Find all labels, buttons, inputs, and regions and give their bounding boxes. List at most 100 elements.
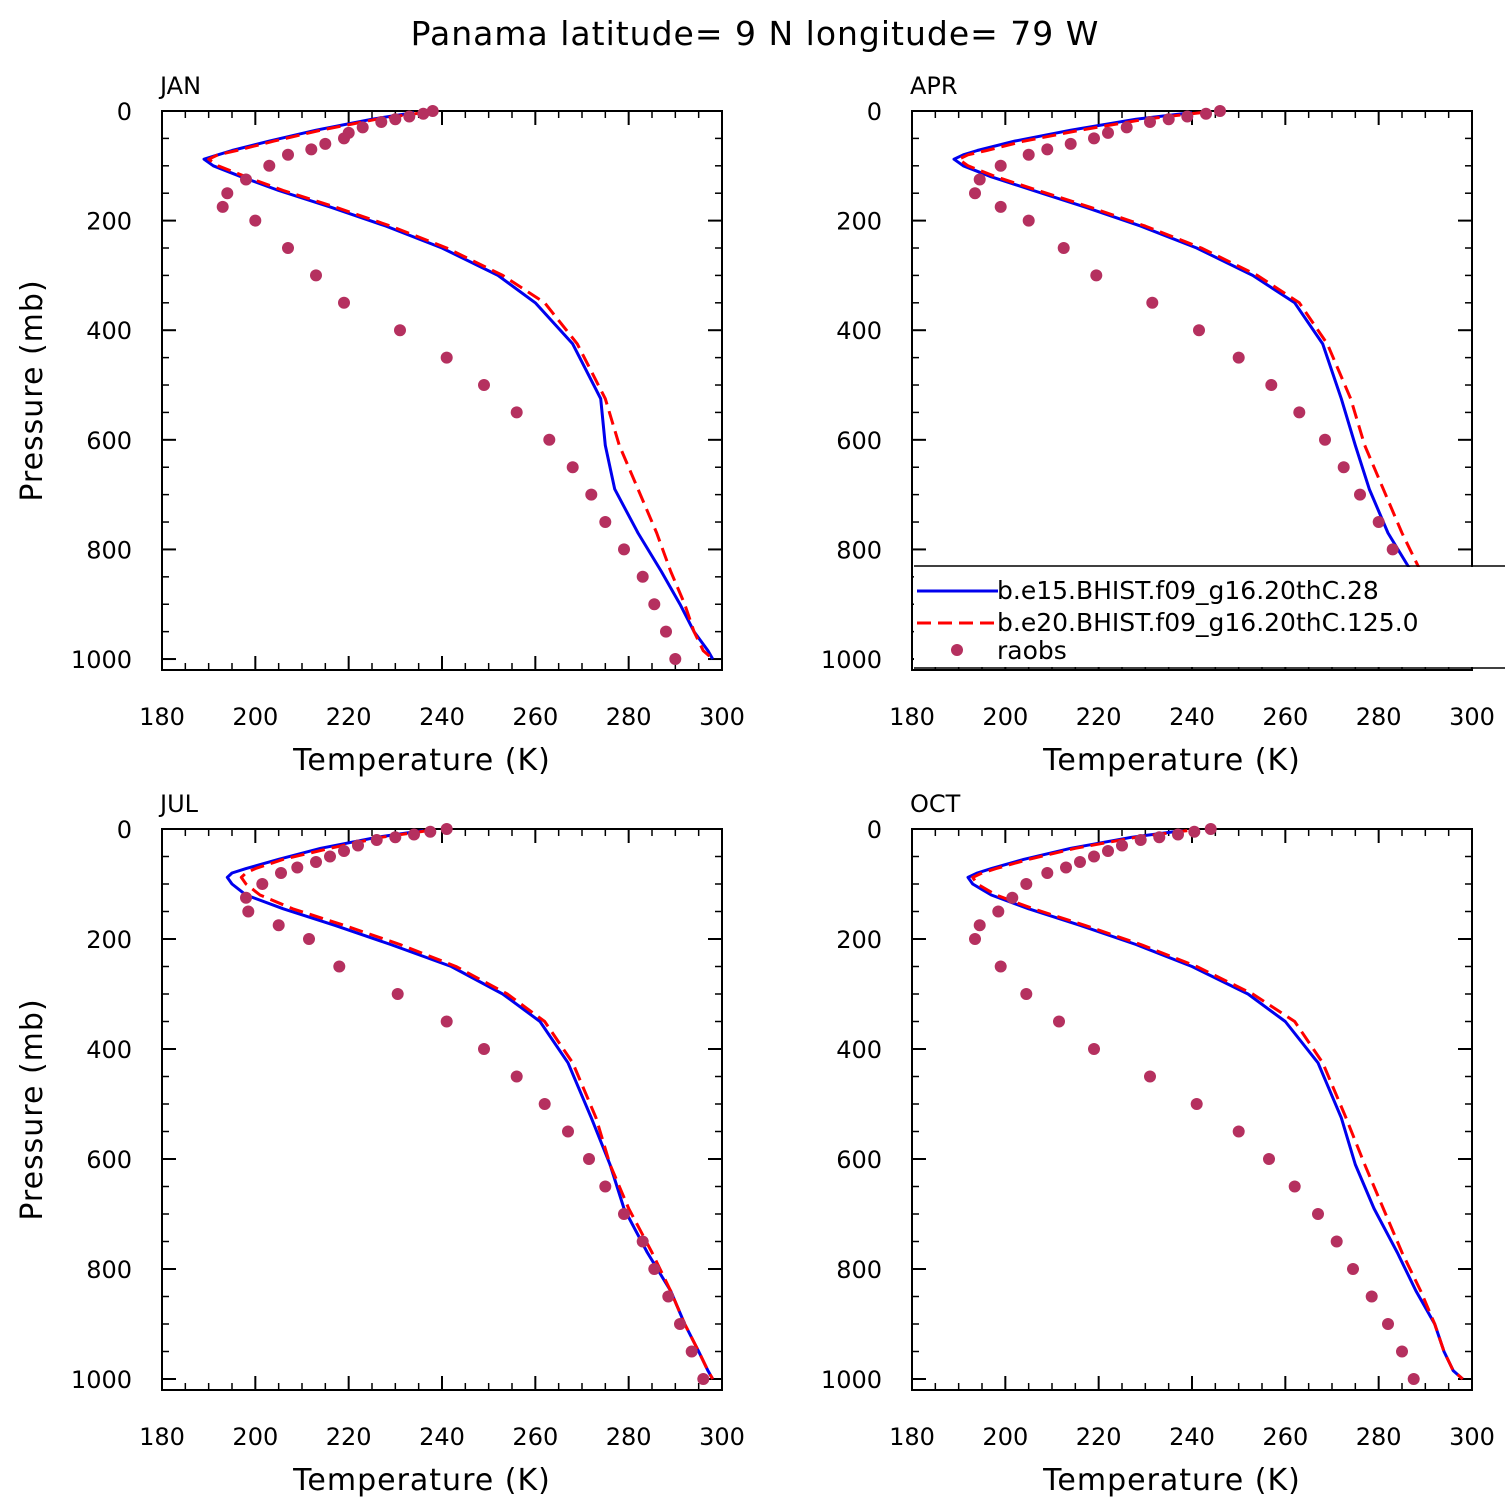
raobs-point [282, 148, 294, 161]
raobs-point [994, 200, 1007, 213]
x-tick-label: 260 [512, 703, 558, 731]
raobs-point [1116, 839, 1128, 852]
x-tick-label: 280 [606, 703, 652, 731]
y-tick-label: 400 [86, 317, 132, 345]
x-tick-label: 280 [606, 1423, 652, 1451]
raobs-point [994, 159, 1007, 172]
raobs-point [1041, 867, 1054, 879]
y-tick-label: 0 [117, 98, 132, 126]
raobs-point [1006, 891, 1019, 904]
raobs-point [221, 187, 234, 200]
series-line-b-e15 [202, 111, 715, 660]
panel-label: APR [910, 72, 958, 100]
raobs-point [1064, 137, 1077, 150]
x-tick-label: 240 [1169, 1423, 1215, 1451]
raobs-point [1146, 296, 1159, 309]
raobs-point [1088, 850, 1100, 863]
y-tick-label: 200 [836, 926, 882, 954]
y-tick-label: 800 [836, 536, 882, 564]
raobs-point [394, 324, 406, 337]
raobs-point [1214, 105, 1226, 117]
raobs-point [375, 116, 388, 128]
x-tick-label: 200 [982, 703, 1028, 731]
raobs-point [1020, 878, 1033, 890]
x-tick-label: 260 [1262, 703, 1308, 731]
y-tick-label: 200 [836, 208, 882, 236]
raobs-point [1354, 488, 1366, 501]
raobs-point [338, 296, 350, 309]
raobs-point [1396, 1345, 1408, 1358]
raobs-point [310, 856, 322, 868]
series-line-b-e20 [239, 829, 715, 1380]
raobs-point [973, 173, 986, 186]
x-tick-label: 180 [139, 703, 185, 731]
y-tick-label: 600 [836, 1146, 882, 1174]
legend-swatch-marker [951, 644, 963, 656]
raobs-point [1232, 1125, 1245, 1138]
raobs-point [1172, 828, 1184, 841]
raobs-point [685, 1345, 698, 1358]
raobs-point [1347, 1263, 1359, 1275]
raobs-point [583, 1153, 595, 1165]
raobs-point [973, 919, 986, 932]
raobs-point [674, 1318, 686, 1330]
x-tick-label: 300 [1449, 1423, 1495, 1451]
raobs-point [669, 653, 682, 665]
raobs-point [275, 867, 287, 879]
y-tick-label: 800 [86, 536, 132, 564]
raobs-point [291, 861, 304, 874]
legend: b.e15.BHIST.f09_g16.20thC.28 b.e20.BHIST.… [914, 565, 1505, 669]
raobs-point [1193, 324, 1205, 337]
raobs-point [1365, 1290, 1378, 1303]
raobs-point [1407, 1373, 1420, 1385]
panel-oct: OCT 180 200 220 240 260 280 300 0 200 400 600 800 100… [821, 790, 1495, 1498]
raobs-point [240, 891, 252, 904]
plot-area [966, 823, 1464, 1385]
raobs-point [249, 214, 262, 227]
raobs-point [303, 933, 315, 945]
raobs-point [272, 919, 285, 932]
panel-label: JUL [158, 790, 199, 818]
raobs-point [1386, 543, 1399, 556]
raobs-point [543, 433, 556, 446]
panel-jan: JAN 180 200 220 240 260 280 300 0 200 400 600 800 100… [15, 72, 745, 778]
raobs-point [408, 828, 420, 841]
raobs-point [424, 825, 437, 838]
x-tick-label: 240 [419, 1423, 465, 1451]
x-tick-label: 180 [139, 1423, 185, 1451]
raobs-point [319, 137, 332, 150]
raobs-point [389, 113, 402, 126]
raobs-point [1153, 831, 1166, 844]
raobs-point [1372, 516, 1385, 528]
raobs-point [1382, 1318, 1394, 1330]
raobs-point [585, 488, 598, 501]
x-tick-label: 200 [232, 703, 278, 731]
raobs-point [1088, 132, 1100, 145]
y-tick-label: 200 [86, 926, 132, 954]
x-tick-label: 300 [699, 1423, 745, 1451]
raobs-point [403, 110, 416, 123]
x-tick-label: 180 [889, 703, 935, 731]
x-tick-label: 260 [1262, 1423, 1308, 1451]
series-line-b-e20 [207, 111, 714, 661]
raobs-point [599, 516, 612, 528]
x-axis-title: Temperature (K) [1042, 1463, 1301, 1498]
raobs-point [1232, 351, 1245, 364]
x-tick-label: 300 [699, 703, 745, 731]
panel-jul: JUL 180 200 220 240 260 280 300 0 200 400 600 800 100… [15, 790, 745, 1498]
x-tick-label: 180 [889, 1423, 935, 1451]
x-tick-label: 220 [326, 703, 372, 731]
raobs-point [1144, 116, 1156, 128]
y-tick-label: 0 [867, 816, 882, 844]
raobs-point [263, 159, 276, 172]
series-line-b-e15 [225, 829, 715, 1380]
raobs-point [1102, 126, 1114, 139]
raobs-point [1090, 269, 1103, 282]
y-tick-label: 600 [836, 427, 882, 455]
raobs-point [1288, 1180, 1301, 1193]
x-axis-title: Temperature (K) [292, 743, 551, 778]
raobs-point [1120, 121, 1133, 134]
raobs-point [1041, 143, 1054, 156]
x-tick-label: 220 [326, 1423, 372, 1451]
